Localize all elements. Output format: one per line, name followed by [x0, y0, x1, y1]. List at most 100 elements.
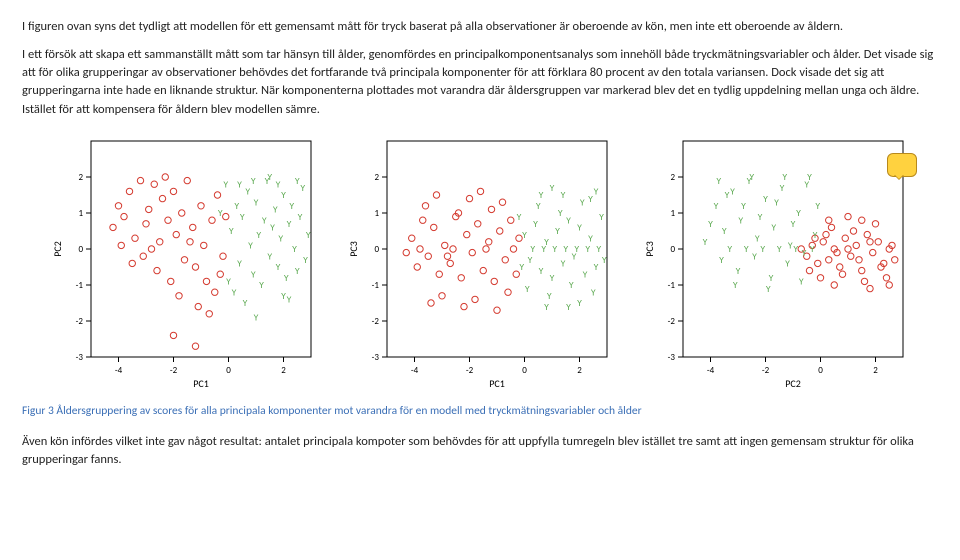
- svg-text:Y: Y: [295, 265, 300, 275]
- svg-text:Y: Y: [558, 208, 563, 218]
- svg-text:Y: Y: [799, 276, 804, 286]
- svg-text:Y: Y: [760, 244, 765, 254]
- svg-text:Y: Y: [569, 280, 574, 290]
- svg-text:Y: Y: [733, 280, 738, 290]
- svg-text:Y: Y: [538, 265, 543, 275]
- svg-text:Y: Y: [788, 240, 793, 250]
- svg-text:Y: Y: [735, 265, 740, 275]
- svg-text:Y: Y: [284, 273, 289, 283]
- svg-text:Y: Y: [757, 211, 762, 221]
- svg-text:0: 0: [818, 365, 823, 376]
- svg-text:Y: Y: [785, 258, 790, 268]
- svg-text:-1: -1: [668, 280, 676, 291]
- paragraph-3: Även kön infördes vilket inte gav något …: [22, 433, 938, 469]
- svg-text:Y: Y: [793, 244, 798, 254]
- svg-text:Y: Y: [270, 222, 275, 232]
- svg-text:Y: Y: [560, 258, 565, 268]
- svg-text:-1: -1: [372, 280, 380, 291]
- svg-text:Y: Y: [262, 215, 267, 225]
- svg-text:-2: -2: [372, 316, 380, 327]
- svg-text:Y: Y: [738, 215, 743, 225]
- svg-text:-4: -4: [411, 365, 419, 376]
- svg-text:Y: Y: [223, 179, 228, 189]
- svg-text:PC3: PC3: [347, 241, 360, 257]
- svg-text:Y: Y: [286, 294, 291, 304]
- svg-text:Y: Y: [807, 172, 812, 182]
- scatter-pc2-pc3: -4-202-3-2-1012PC2PC3YYYYYYYYYYYYYYYYYYY…: [641, 133, 911, 393]
- svg-text:-4: -4: [707, 365, 715, 376]
- svg-text:Y: Y: [530, 244, 535, 254]
- svg-text:Y: Y: [582, 269, 587, 279]
- svg-text:Y: Y: [702, 237, 707, 247]
- svg-text:Y: Y: [259, 280, 264, 290]
- svg-text:Y: Y: [256, 229, 261, 239]
- svg-text:-4: -4: [115, 365, 123, 376]
- svg-text:Y: Y: [555, 226, 560, 236]
- svg-text:Y: Y: [273, 204, 278, 214]
- svg-text:Y: Y: [815, 201, 820, 211]
- svg-text:Y: Y: [593, 262, 598, 272]
- svg-text:-3: -3: [76, 352, 84, 363]
- svg-text:Y: Y: [577, 222, 582, 232]
- svg-text:Y: Y: [768, 273, 773, 283]
- svg-text:Y: Y: [547, 291, 552, 301]
- svg-text:Y: Y: [240, 211, 245, 221]
- svg-text:Y: Y: [242, 298, 247, 308]
- svg-text:Y: Y: [303, 255, 308, 265]
- svg-text:Y: Y: [549, 273, 554, 283]
- svg-text:PC1: PC1: [193, 377, 209, 390]
- svg-text:Y: Y: [580, 197, 585, 207]
- svg-text:Y: Y: [779, 183, 784, 193]
- svg-text:Y: Y: [577, 298, 582, 308]
- svg-text:Y: Y: [585, 244, 590, 254]
- svg-text:1: 1: [78, 208, 83, 219]
- svg-text:Y: Y: [292, 244, 297, 254]
- svg-text:Y: Y: [596, 244, 601, 254]
- svg-text:Y: Y: [527, 255, 532, 265]
- svg-text:Y: Y: [289, 201, 294, 211]
- svg-text:Y: Y: [724, 190, 729, 200]
- svg-text:Y: Y: [281, 190, 286, 200]
- svg-text:Y: Y: [713, 201, 718, 211]
- svg-text:-2: -2: [76, 316, 84, 327]
- comment-icon[interactable]: [887, 153, 917, 177]
- svg-text:Y: Y: [245, 186, 250, 196]
- svg-text:-2: -2: [466, 365, 474, 376]
- svg-text:Y: Y: [763, 193, 768, 203]
- svg-text:Y: Y: [544, 301, 549, 311]
- svg-text:Y: Y: [730, 186, 735, 196]
- svg-text:Y: Y: [749, 172, 754, 182]
- svg-text:Y: Y: [593, 186, 598, 196]
- svg-text:Y: Y: [536, 201, 541, 211]
- charts-row: -4-202-3-2-1012PC1PC2YYYYYYYYYYYYYYYYYYY…: [22, 133, 938, 393]
- paragraph-1: I figuren ovan syns det tydligt att mode…: [22, 18, 938, 36]
- svg-text:Y: Y: [591, 287, 596, 297]
- svg-text:Y: Y: [226, 276, 231, 286]
- svg-text:Y: Y: [790, 219, 795, 229]
- figure-caption: Figur 3 Åldersgruppering av scores för a…: [22, 403, 938, 420]
- svg-text:1: 1: [670, 208, 675, 219]
- svg-text:Y: Y: [766, 283, 771, 293]
- svg-text:Y: Y: [777, 244, 782, 254]
- svg-text:-2: -2: [762, 365, 770, 376]
- svg-text:0: 0: [78, 244, 83, 255]
- svg-text:1: 1: [374, 208, 379, 219]
- svg-text:PC2: PC2: [785, 377, 801, 390]
- svg-text:Y: Y: [267, 251, 272, 261]
- svg-text:Y: Y: [237, 179, 242, 189]
- paragraph-2: I ett försök att skapa ett sammanställt …: [22, 46, 938, 119]
- svg-text:Y: Y: [297, 211, 302, 221]
- svg-text:Y: Y: [295, 175, 300, 185]
- svg-text:Y: Y: [278, 233, 283, 243]
- svg-text:2: 2: [577, 365, 582, 376]
- svg-text:Y: Y: [563, 244, 568, 254]
- svg-text:Y: Y: [599, 211, 604, 221]
- svg-text:Y: Y: [796, 208, 801, 218]
- svg-text:Y: Y: [574, 244, 579, 254]
- svg-text:Y: Y: [755, 233, 760, 243]
- svg-text:Y: Y: [588, 233, 593, 243]
- svg-text:Y: Y: [267, 172, 272, 182]
- svg-text:Y: Y: [251, 269, 256, 279]
- svg-text:Y: Y: [741, 201, 746, 211]
- scatter-pc1-pc2: -4-202-3-2-1012PC1PC2YYYYYYYYYYYYYYYYYYY…: [49, 133, 319, 393]
